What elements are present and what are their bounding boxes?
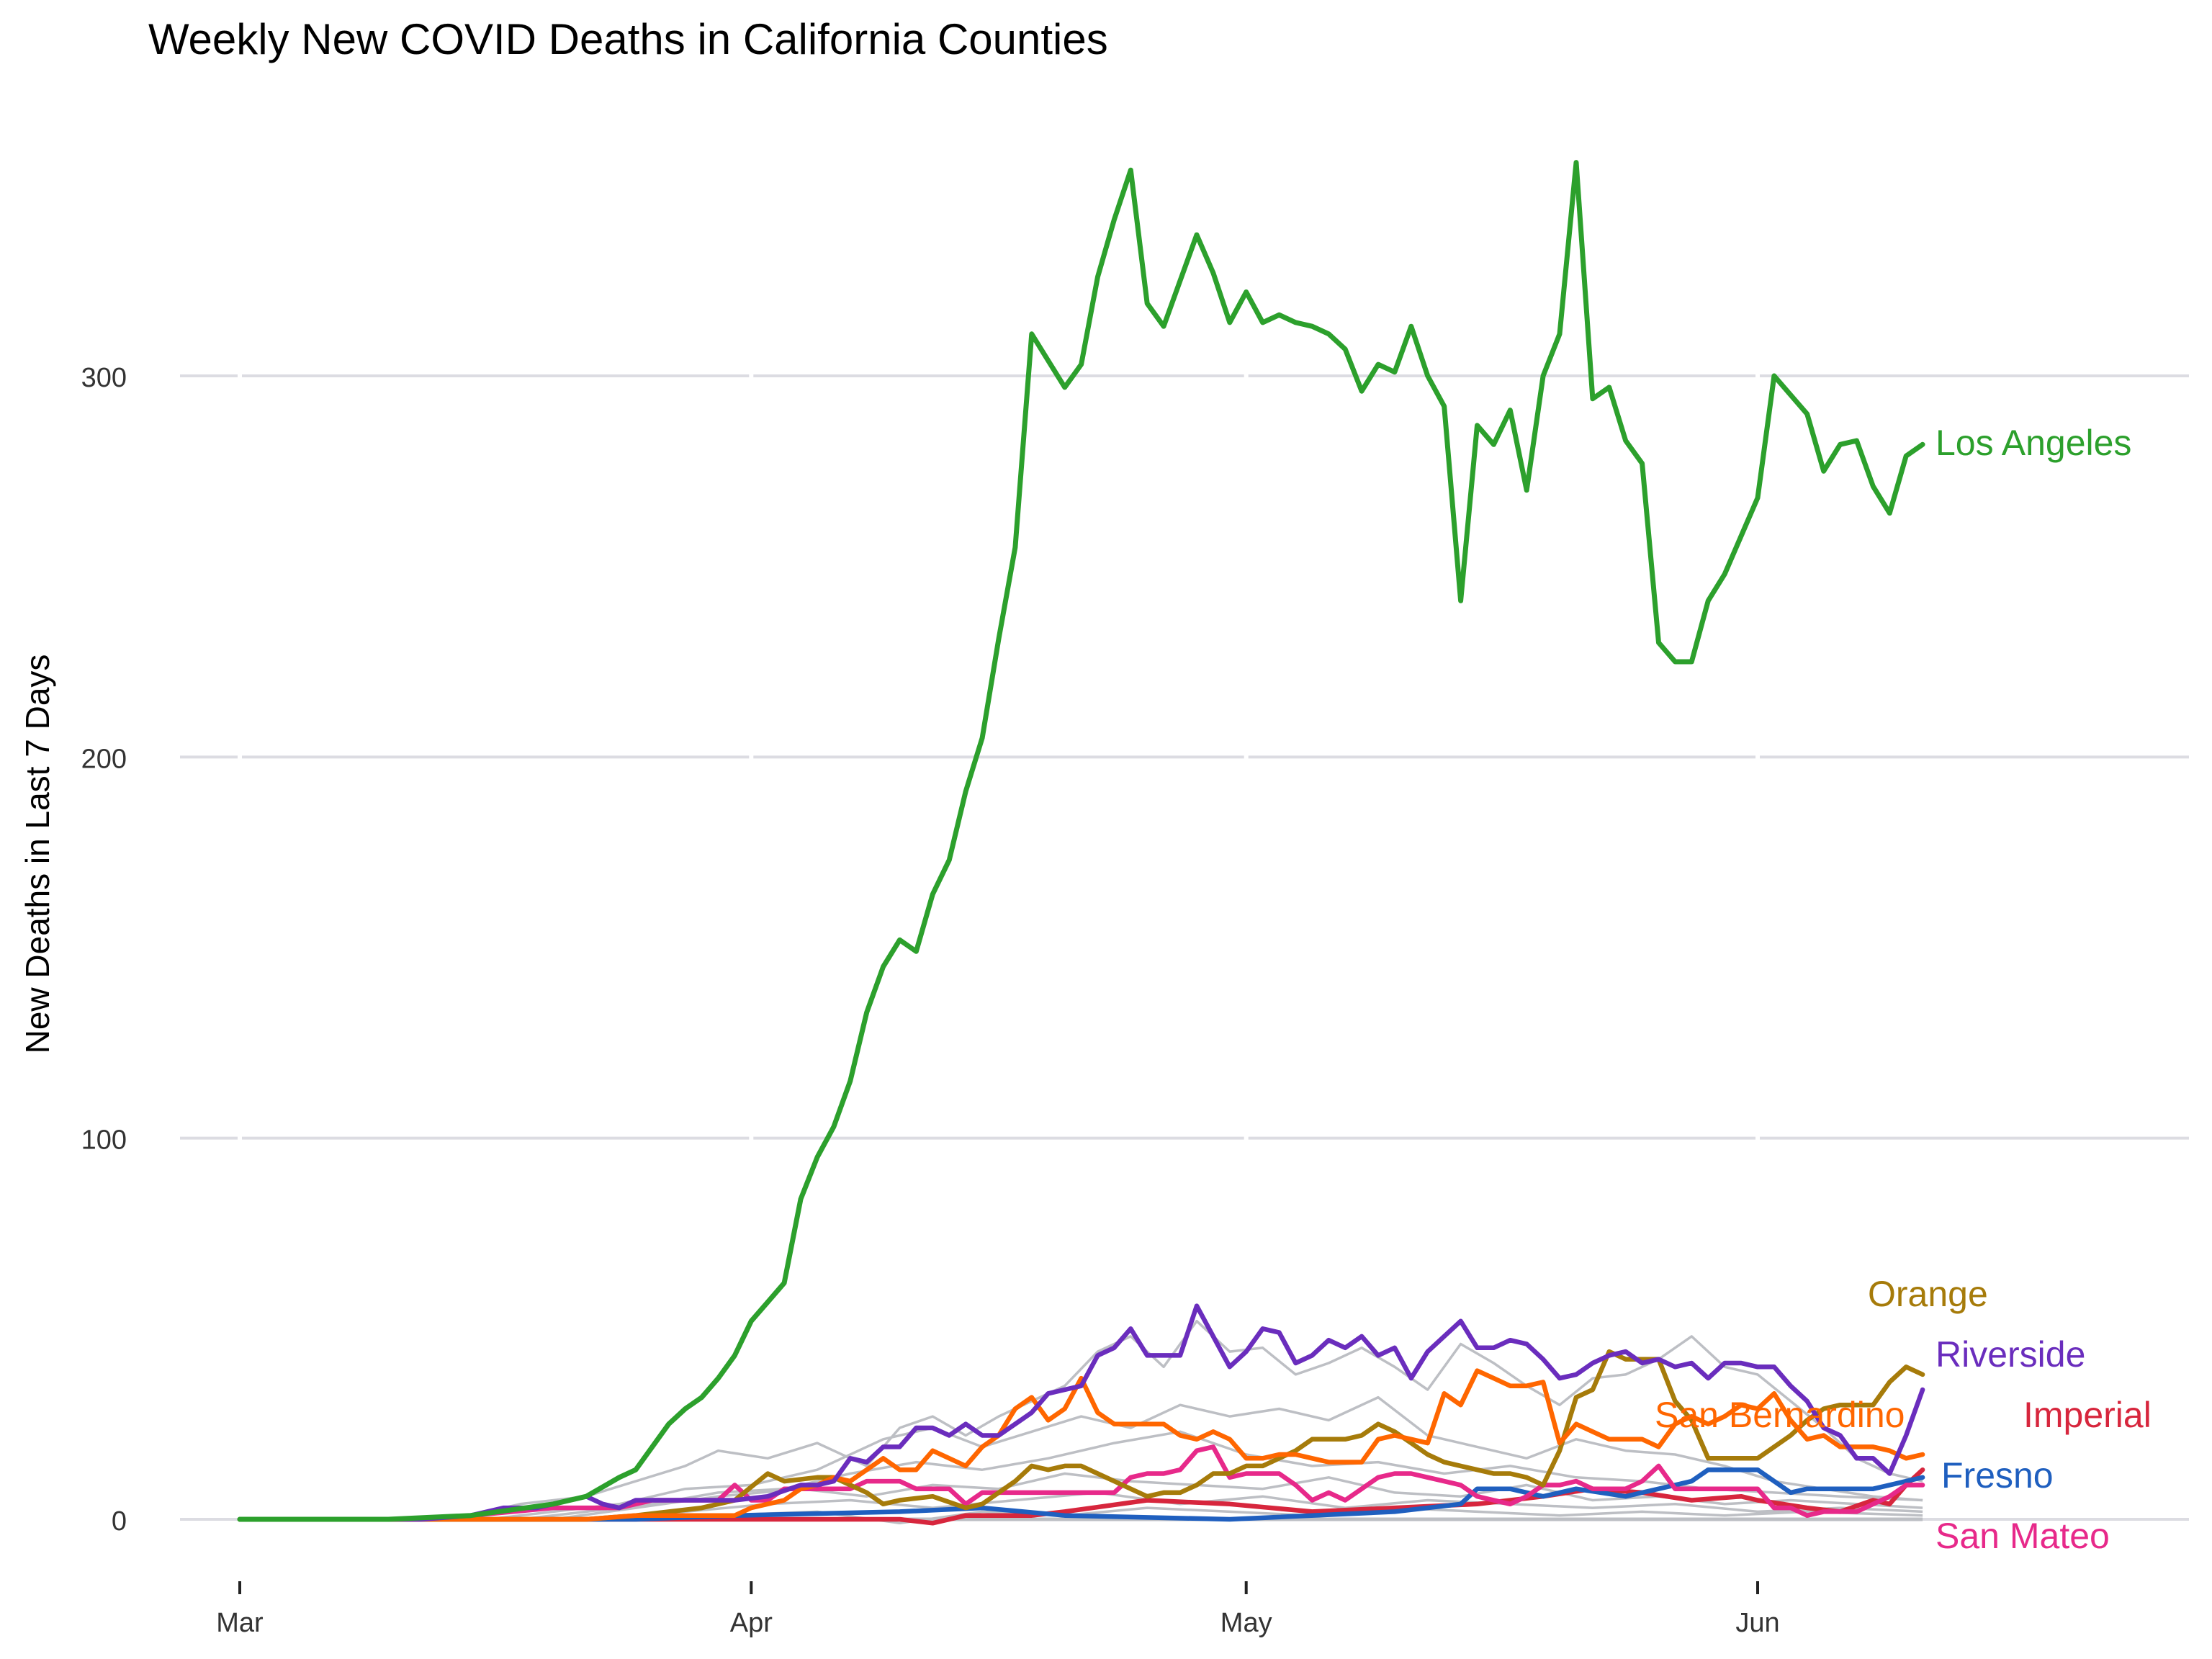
y-tick-label: 100 [81,1125,127,1156]
series-label-orange: Orange [1868,1274,1988,1314]
series-label-riverside: Riverside [1936,1334,2085,1375]
series-line-san-bernardino [237,1368,1925,1522]
x-tick-label: May [1220,1608,1272,1638]
x-tick-label: Jun [1735,1608,1779,1638]
x-tick-label: Mar [216,1608,264,1638]
y-axis-label: New Deaths in Last 7 Days [19,654,56,1054]
y-tick-label: 300 [81,363,127,393]
series-line-riverside [237,1303,1925,1522]
series-line-san-mateo [237,1444,1925,1522]
series-label-los-angeles: Los Angeles [1936,423,2131,463]
series-line-fresno [237,1467,1925,1522]
series-label-fresno: Fresno [1941,1455,2054,1496]
series-label-imperial: Imperial [2023,1395,2152,1435]
y-tick-label: 0 [112,1506,127,1537]
x-tick-label: Apr [730,1608,773,1638]
series-line-los-angeles [237,160,1925,1522]
y-tick-label: 200 [81,744,127,774]
series-label-san-mateo: San Mateo [1936,1516,2110,1556]
background-series-line [240,1430,1923,1521]
series-line-orange [237,1349,1925,1522]
background-series-line [240,1395,1923,1521]
chart-title: Weekly New COVID Deaths in California Co… [148,15,1108,63]
series-label-san-bernardino: San Bernardino [1655,1395,1905,1435]
